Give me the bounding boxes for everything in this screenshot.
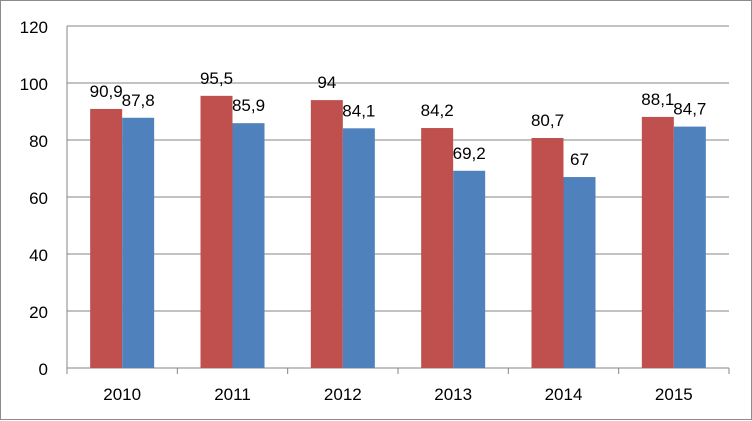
data-label: 80,7 — [531, 111, 564, 130]
bar-2-2013 — [453, 170, 486, 368]
data-label: 85,9 — [232, 96, 265, 115]
y-tick-label: 20 — [29, 303, 48, 322]
x-tick-label: 2011 — [214, 385, 251, 404]
data-label: 84,1 — [342, 101, 375, 120]
x-tick-label: 2012 — [324, 385, 362, 404]
bar-1-2010 — [90, 108, 123, 368]
bar-1-2012 — [310, 100, 343, 368]
data-label: 87,8 — [122, 91, 155, 110]
y-tick-label: 40 — [29, 246, 48, 265]
data-label: 95,5 — [200, 69, 233, 88]
y-tick-label: 120 — [20, 18, 48, 37]
bar-2-2010 — [122, 117, 155, 369]
bar-1-2013 — [421, 128, 454, 368]
x-tick-label: 2010 — [103, 385, 141, 404]
bar-1-2015 — [641, 116, 674, 368]
x-tick-label: 2015 — [655, 385, 693, 404]
y-tick-label: 80 — [29, 132, 48, 151]
bar-2-2012 — [342, 128, 375, 368]
y-tick-label: 100 — [20, 75, 48, 94]
data-label: 67 — [570, 150, 589, 169]
bar-1-2014 — [531, 138, 564, 368]
bar-1-2011 — [200, 95, 233, 368]
data-label: 84,7 — [673, 100, 706, 119]
data-label: 94 — [317, 73, 336, 92]
bar-2-2015 — [673, 126, 706, 368]
data-label: 88,1 — [641, 90, 674, 109]
x-tick-label: 2013 — [434, 385, 472, 404]
x-tick-label: 2014 — [545, 385, 583, 404]
y-tick-label: 0 — [39, 360, 48, 379]
data-label: 90,9 — [90, 82, 123, 101]
bar-2-2014 — [563, 177, 596, 368]
data-label: 84,2 — [421, 101, 454, 120]
bar-2-2011 — [232, 123, 265, 368]
data-label: 69,2 — [453, 144, 486, 163]
y-tick-label: 60 — [29, 189, 48, 208]
